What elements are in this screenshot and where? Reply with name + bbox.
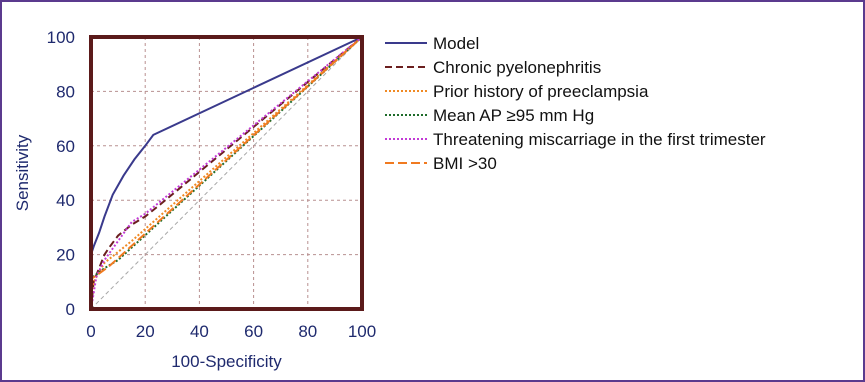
y-tick-label: 80 — [56, 82, 75, 101]
y-tick-label: 40 — [56, 191, 75, 210]
legend: Model Chronic pyelonephritis Prior history… — [385, 34, 766, 173]
plot-frame — [89, 35, 364, 311]
series-line-3 — [90, 36, 363, 310]
x-axis-title: 100-Specificity — [171, 352, 282, 371]
x-tick-label: 100 — [348, 322, 376, 341]
x-tick-label: 60 — [244, 322, 263, 341]
legend-label-4: Mean AP ≥95 mm Hg — [433, 106, 594, 125]
legend-label-1: Model — [433, 34, 479, 53]
legend-label-6: BMI >30 — [433, 154, 497, 173]
x-tick-label: 40 — [190, 322, 209, 341]
legend-label-2: Chronic pyelonephritis — [433, 58, 601, 77]
y-axis-title: Sensitivity — [13, 134, 32, 211]
y-tick-label: 100 — [47, 28, 75, 47]
y-tick-label: 0 — [66, 300, 75, 319]
y-tick-label: 60 — [56, 137, 75, 156]
legend-label-5: Threatening miscarriage in the first tri… — [433, 130, 766, 149]
x-tick-label: 80 — [298, 322, 317, 341]
y-tick-label: 20 — [56, 246, 75, 265]
series-line-5 — [90, 36, 363, 310]
x-tick-label: 20 — [136, 322, 155, 341]
legend-label-3: Prior history of preeclampsia — [433, 82, 649, 101]
x-tick-label: 0 — [86, 322, 95, 341]
reference-diagonal-line — [90, 36, 363, 310]
